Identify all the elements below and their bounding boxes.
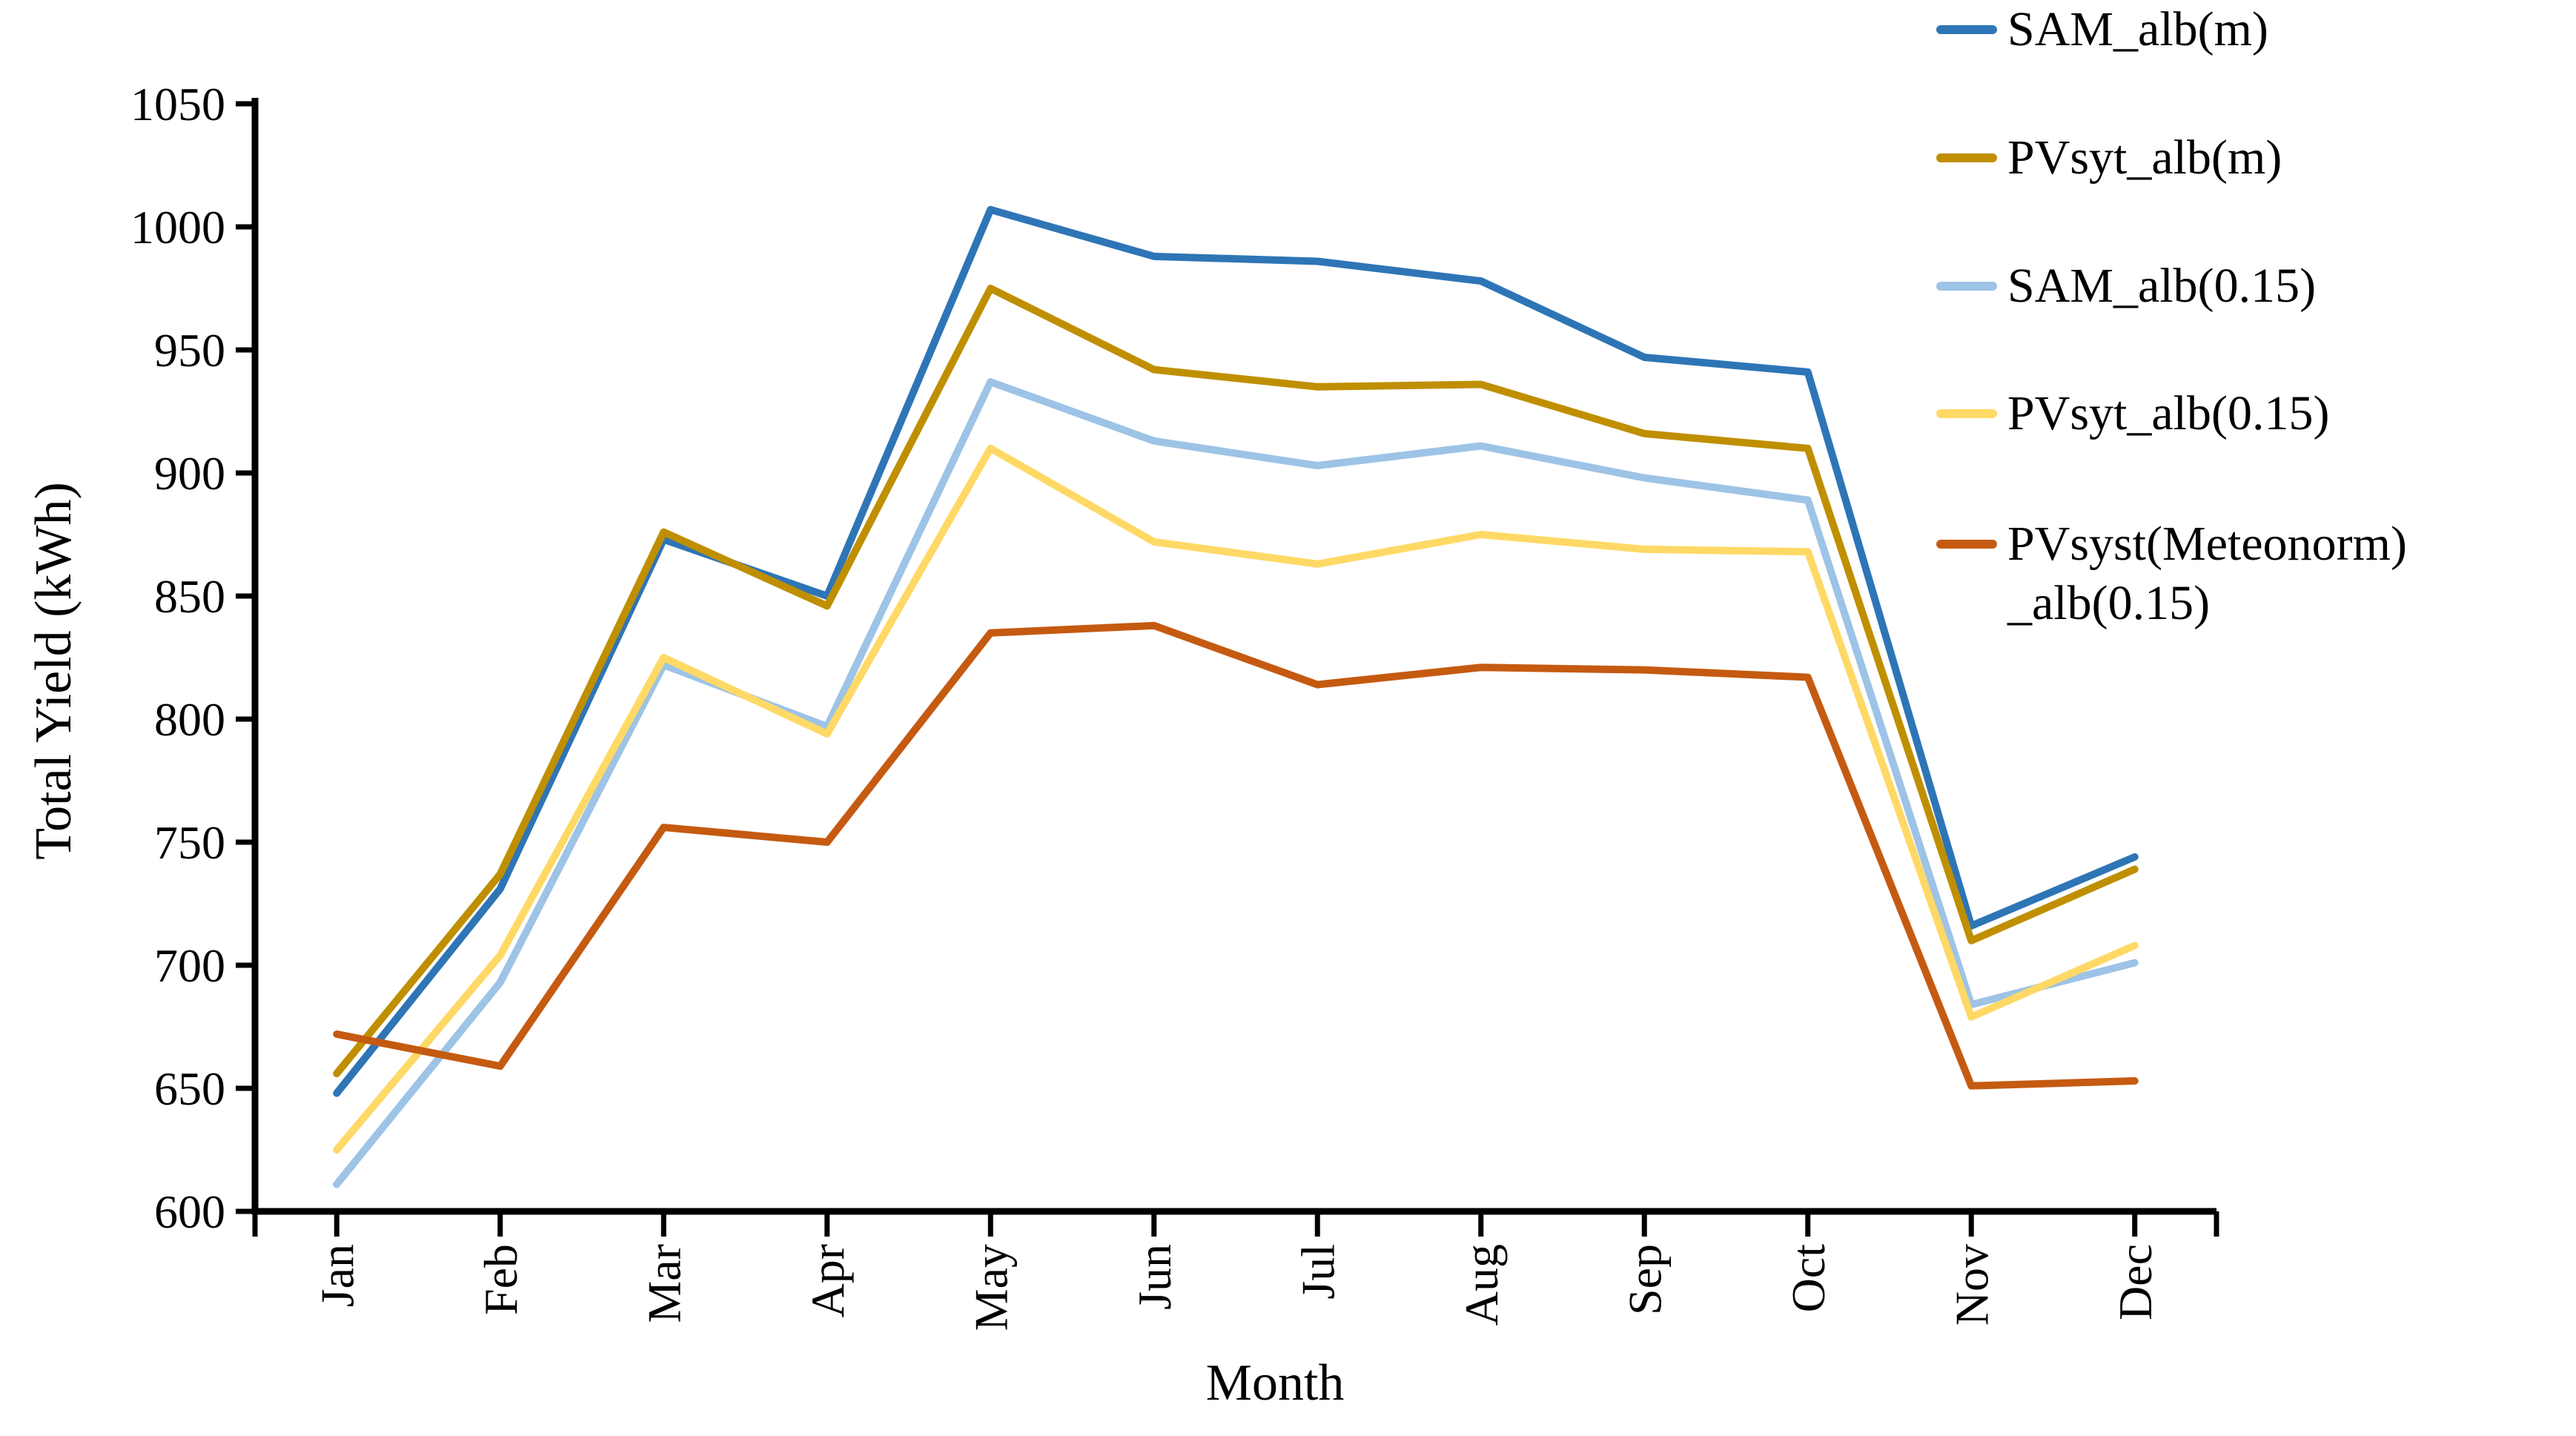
y-tick-label: 750: [154, 816, 225, 869]
x-tick-label: May: [964, 1244, 1017, 1331]
x-tick-label: Nov: [1945, 1244, 1998, 1326]
legend-label: SAM_alb(0.15): [2007, 259, 2317, 313]
y-tick-label: 1050: [130, 78, 225, 130]
legend-label: PVsyst(Meteonorm) _alb(0.15): [2007, 517, 2407, 630]
legend-swatch-icon: [1936, 540, 1997, 549]
legend-label: SAM_alb(m): [2007, 2, 2268, 56]
y-tick-label: 600: [154, 1185, 225, 1238]
x-tick-label: Dec: [2109, 1244, 2162, 1320]
x-tick-label: Jul: [1291, 1244, 1344, 1300]
legend-swatch-icon: [1936, 409, 1997, 418]
y-tick-label: 950: [154, 324, 225, 377]
series-line-4: [333, 621, 2139, 1090]
x-tick-label: Sep: [1618, 1244, 1671, 1315]
x-tick-label: Oct: [1782, 1244, 1835, 1313]
y-tick-label: 850: [154, 570, 225, 623]
x-tick-label: Mar: [638, 1244, 690, 1323]
y-tick-label: 1000: [130, 201, 225, 254]
series-line-2: [333, 378, 2139, 1188]
y-axis-title: Total Yield (kWh): [25, 482, 82, 860]
x-tick-label: Feb: [474, 1244, 527, 1315]
series-line-1: [333, 285, 2139, 1078]
legend-label: PVsyt_alb(0.15): [2007, 386, 2330, 440]
y-tick-label: 650: [154, 1062, 225, 1115]
series-line-0: [333, 205, 2139, 1097]
y-tick-label: 700: [154, 939, 225, 992]
x-tick-label: Apr: [801, 1244, 854, 1318]
y-tick-label: 900: [154, 447, 225, 500]
x-tick-label: Aug: [1455, 1244, 1508, 1326]
legend: SAM_alb(m) PVsyt_alb(m) SAM_alb(0.15) PVsyt…: [1933, 0, 2571, 667]
x-axis-title: Month: [1206, 1354, 1345, 1412]
legend-swatch-icon: [1936, 153, 1997, 162]
legend-swatch-icon: [1936, 282, 1997, 291]
legend-label: PVsyt_alb(m): [2007, 130, 2282, 185]
x-tick-label: Jan: [311, 1244, 363, 1307]
x-tick-label: Jun: [1128, 1244, 1181, 1310]
legend-swatch-icon: [1936, 25, 1997, 34]
series-line-3: [333, 444, 2139, 1154]
y-tick-label: 800: [154, 693, 225, 746]
